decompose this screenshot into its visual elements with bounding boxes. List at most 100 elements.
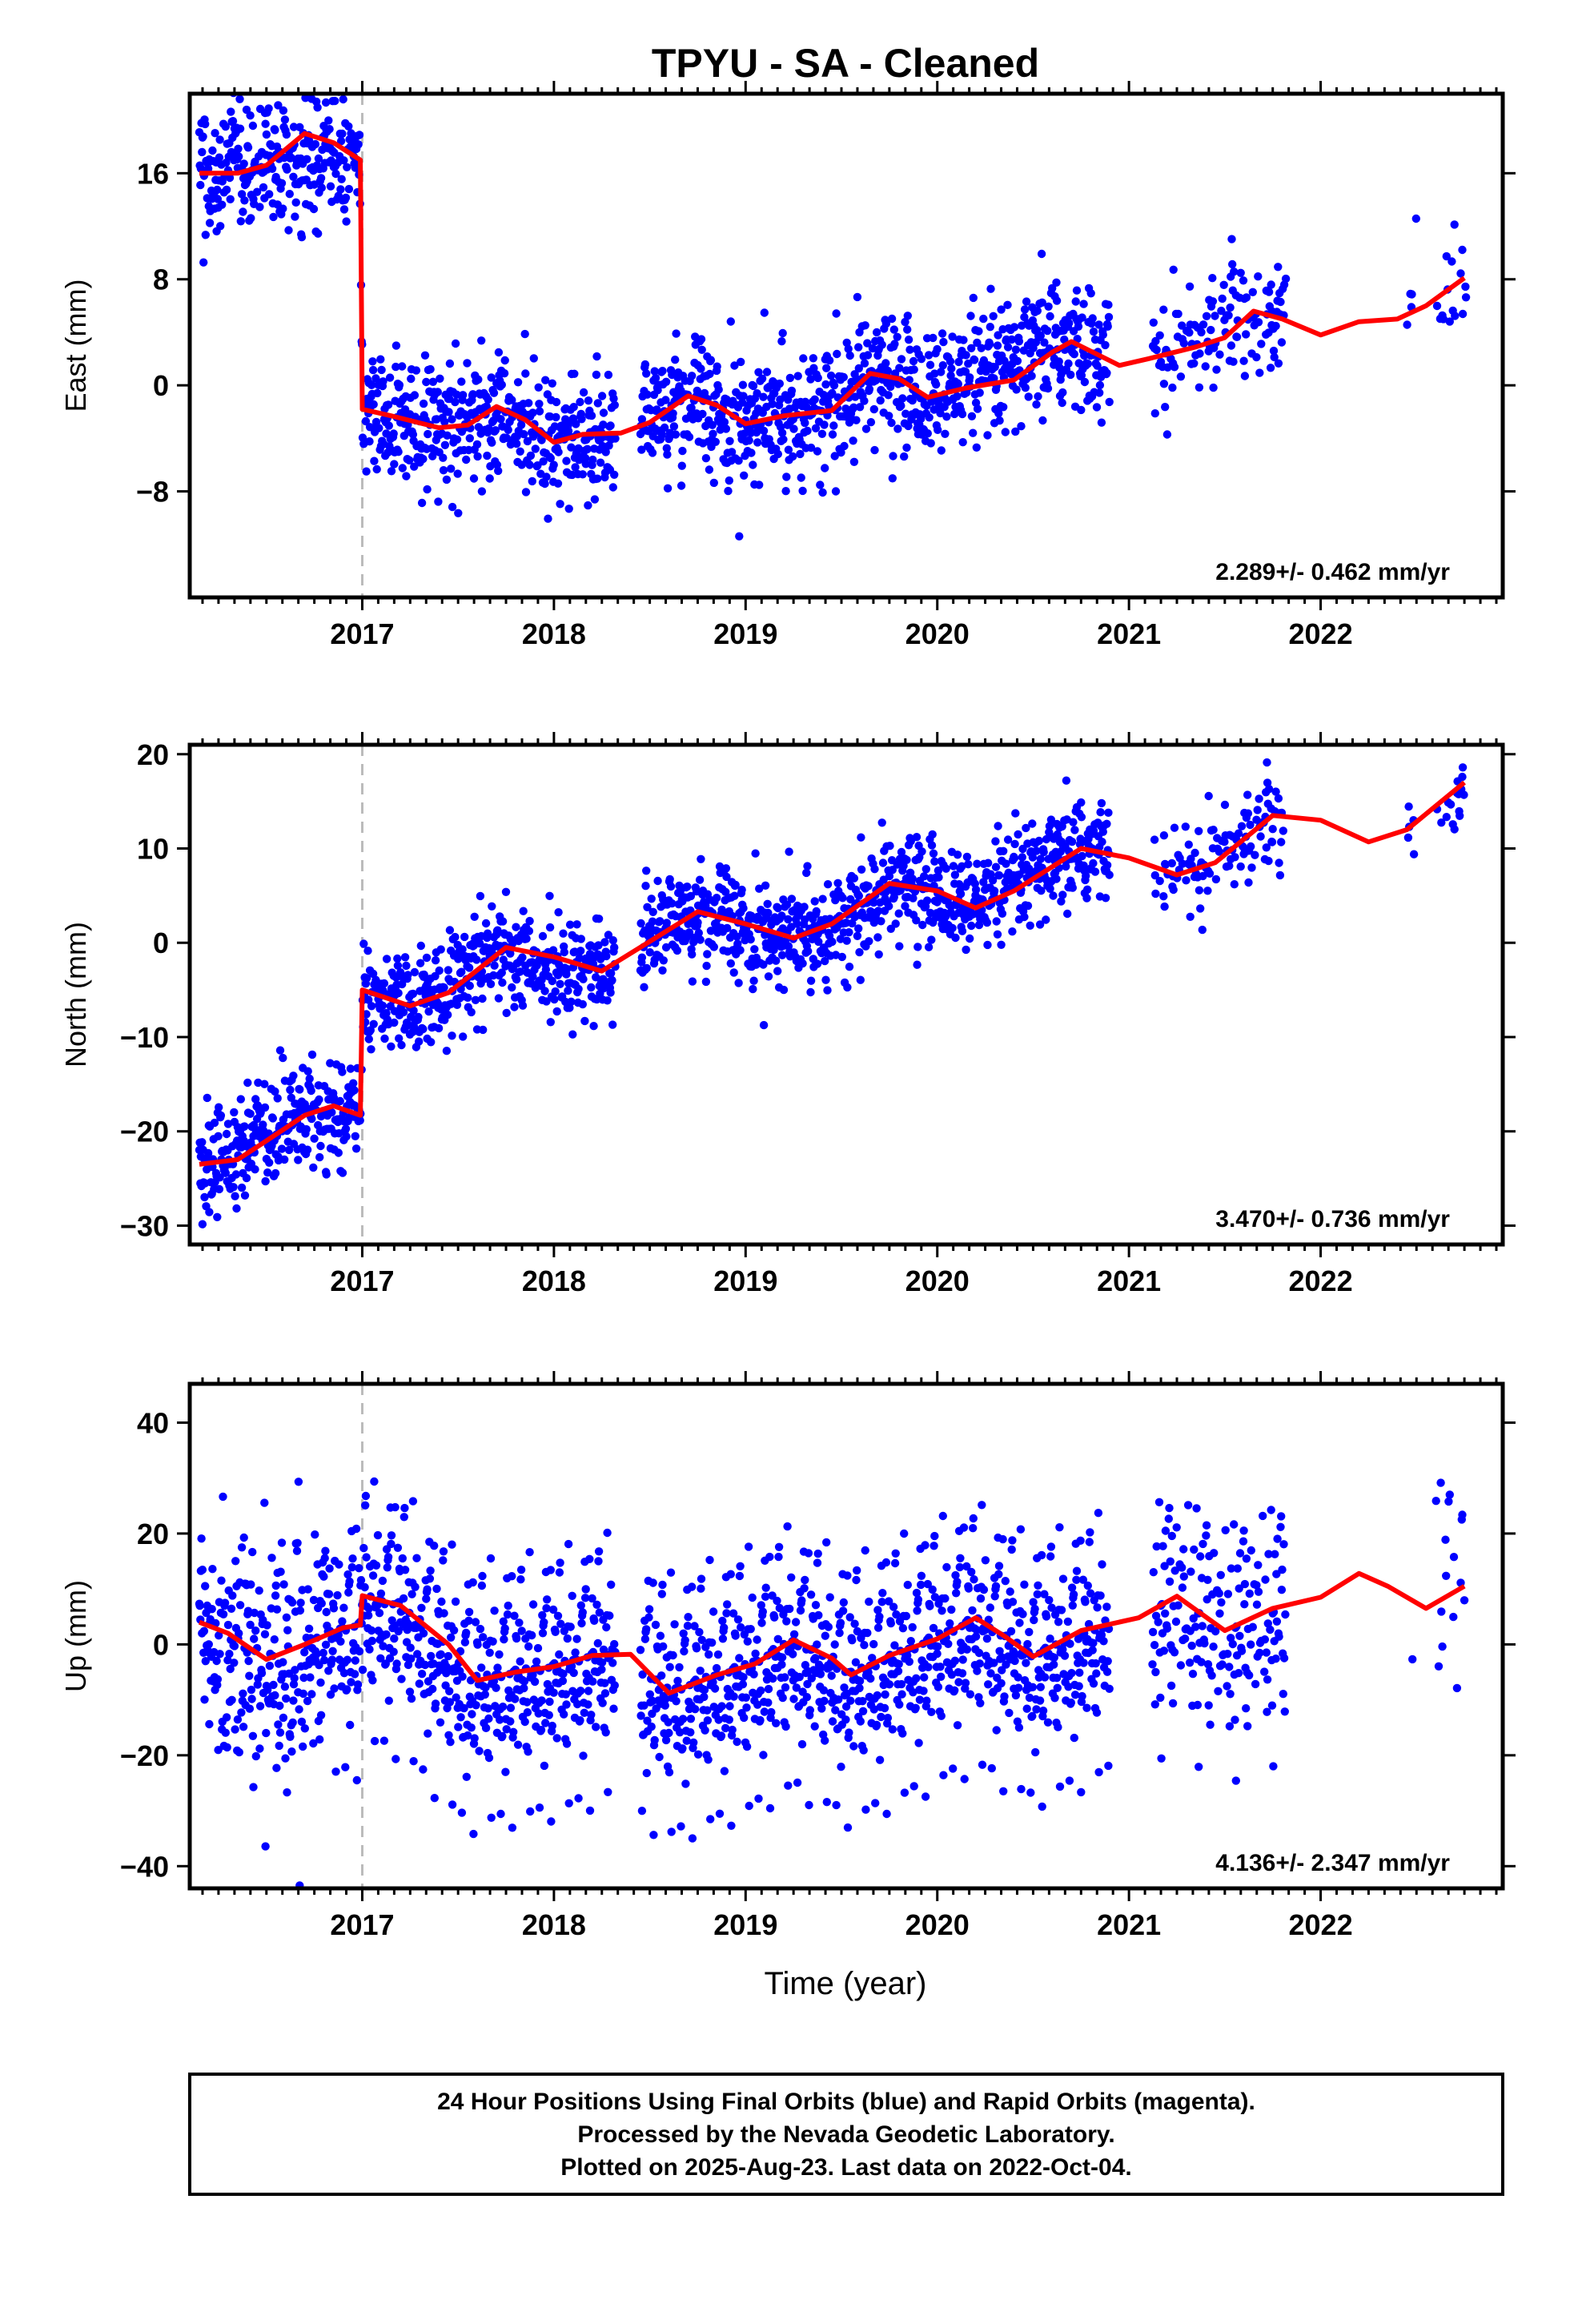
position-point	[1022, 297, 1031, 306]
position-point	[1150, 870, 1160, 880]
position-point	[226, 195, 235, 203]
position-point	[977, 344, 986, 352]
position-point	[799, 354, 808, 363]
position-point	[1036, 854, 1046, 863]
position-point	[468, 1710, 476, 1719]
position-point	[725, 476, 733, 485]
position-point	[362, 467, 371, 476]
position-point	[594, 941, 603, 950]
position-point	[829, 381, 839, 390]
position-point	[791, 1618, 801, 1626]
position-point	[718, 1616, 727, 1626]
position-point	[542, 1604, 551, 1613]
position-point	[647, 895, 656, 903]
position-point	[700, 1685, 709, 1695]
position-point	[341, 1124, 351, 1133]
position-point	[251, 1165, 259, 1174]
position-point	[476, 891, 485, 901]
position-point	[693, 386, 701, 396]
position-point	[1170, 363, 1179, 372]
position-point	[601, 448, 610, 456]
position-point	[1224, 311, 1233, 320]
position-point	[295, 1606, 305, 1615]
position-point	[576, 1716, 584, 1725]
position-point	[212, 1656, 221, 1666]
position-point	[787, 895, 797, 903]
position-point	[313, 103, 322, 112]
position-point	[643, 903, 652, 912]
position-point	[506, 1717, 515, 1726]
position-point	[805, 1800, 813, 1810]
position-point	[841, 1702, 851, 1711]
position-point	[277, 1144, 287, 1153]
position-point	[665, 1767, 674, 1777]
position-point	[508, 1823, 517, 1832]
position-point	[580, 1016, 589, 1026]
position-point	[279, 1580, 288, 1589]
position-point	[584, 501, 592, 510]
position-point	[1003, 300, 1012, 309]
position-point	[686, 891, 696, 901]
position-point	[579, 388, 588, 397]
position-point	[649, 1831, 658, 1839]
position-point	[568, 1591, 576, 1601]
position-point	[1159, 380, 1169, 388]
position-point	[821, 1631, 830, 1640]
position-point	[271, 1691, 279, 1700]
position-point	[665, 1728, 673, 1738]
position-point	[271, 1168, 280, 1178]
position-point	[296, 1598, 305, 1607]
position-point	[813, 1549, 822, 1558]
position-point	[520, 1717, 529, 1727]
daily-positions	[195, 1477, 1469, 1888]
position-point	[970, 356, 979, 364]
position-point	[524, 399, 533, 408]
position-point	[403, 1626, 412, 1634]
y-tick-label: −8	[136, 476, 169, 509]
plot-area	[195, 94, 1471, 541]
position-point	[509, 1727, 518, 1736]
position-point	[706, 1815, 715, 1823]
plot-frame	[187, 91, 1505, 600]
position-point	[706, 356, 716, 364]
position-point	[272, 1763, 281, 1772]
position-point	[437, 1597, 446, 1606]
position-point	[1208, 297, 1218, 306]
position-point	[648, 448, 657, 457]
position-point	[263, 1685, 272, 1695]
position-point	[714, 1715, 723, 1724]
position-point	[475, 1747, 484, 1755]
position-point	[481, 919, 491, 928]
position-point	[464, 1616, 473, 1626]
position-point	[1068, 883, 1078, 892]
position-point	[485, 474, 494, 483]
position-point	[549, 460, 558, 469]
position-point	[901, 902, 909, 911]
position-point	[802, 1693, 812, 1702]
position-point	[1219, 280, 1228, 289]
position-point	[777, 337, 786, 346]
position-point	[1195, 826, 1203, 836]
position-point	[272, 1605, 282, 1614]
position-point	[352, 1775, 361, 1785]
position-point	[1274, 263, 1283, 271]
position-point	[315, 1095, 323, 1104]
position-point	[650, 367, 659, 376]
position-point	[1089, 327, 1098, 336]
position-point	[813, 1558, 822, 1567]
position-point	[372, 464, 381, 474]
position-point	[1211, 312, 1219, 320]
position-point	[439, 1547, 448, 1556]
position-point	[686, 1728, 695, 1737]
position-point	[424, 1007, 433, 1016]
position-point	[554, 448, 563, 456]
position-point	[969, 293, 978, 303]
position-point	[930, 857, 939, 866]
position-point	[1181, 822, 1191, 831]
position-point	[303, 155, 311, 163]
position-point	[451, 1597, 460, 1606]
position-point	[733, 939, 742, 948]
position-point	[549, 1688, 558, 1697]
position-point	[855, 947, 864, 957]
